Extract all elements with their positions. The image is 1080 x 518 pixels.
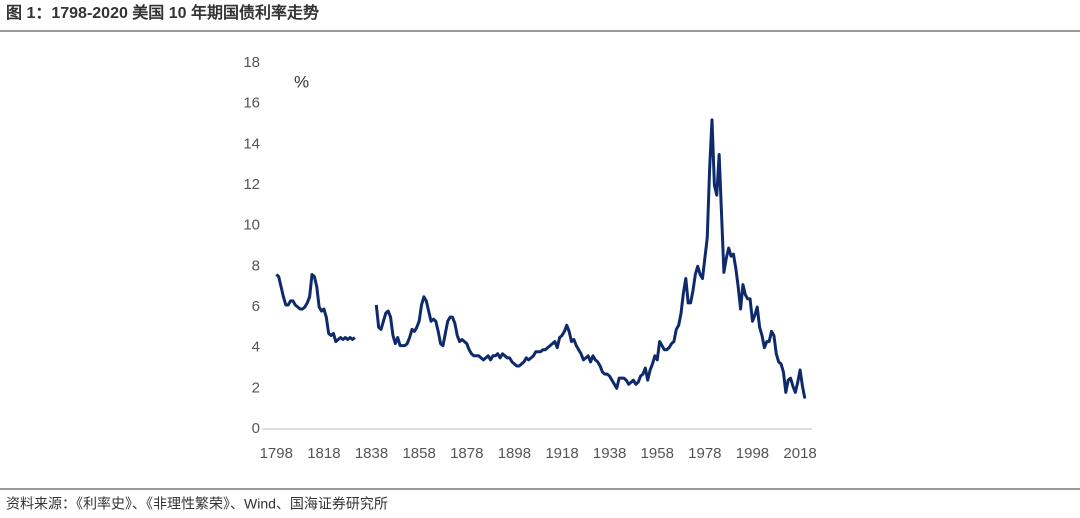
x-tick-label: 1918 [545,445,578,462]
x-tick-label: 1838 [355,445,388,462]
source-note: 资料来源：《利率史》、《非理性繁荣》、Wind、国海证券研究所 [6,496,388,512]
x-tick-label: 1898 [498,445,531,462]
y-tick-label: 8 [252,257,260,274]
x-tick-label: 1878 [450,445,483,462]
x-tick-label: 1978 [688,445,721,462]
y-tick-label: 12 [243,176,260,193]
x-tick-label: 1798 [260,445,293,462]
line-series [275,118,807,399]
y-tick-label: 4 [252,339,260,356]
unit-label: % [294,72,309,91]
x-tick-label: 1858 [402,445,435,462]
x-tick-label: 1958 [641,445,674,462]
y-tick-label: 18 [243,54,260,71]
y-tick-label: 0 [252,420,260,437]
x-tick-label: 1938 [593,445,626,462]
y-tick-label: 10 [243,217,260,234]
y-tick-label: 16 [243,95,260,112]
y-tick-label: 14 [243,135,260,152]
y-tick-label: 2 [252,379,260,396]
x-tick-label: 2018 [783,445,816,462]
x-tick-label: 1818 [307,445,340,462]
chart-title: 图 1：1798-2020 美国 10 年期国债利率走势 [6,3,319,22]
x-tick-label: 1998 [736,445,769,462]
y-tick-label: 6 [252,298,260,315]
